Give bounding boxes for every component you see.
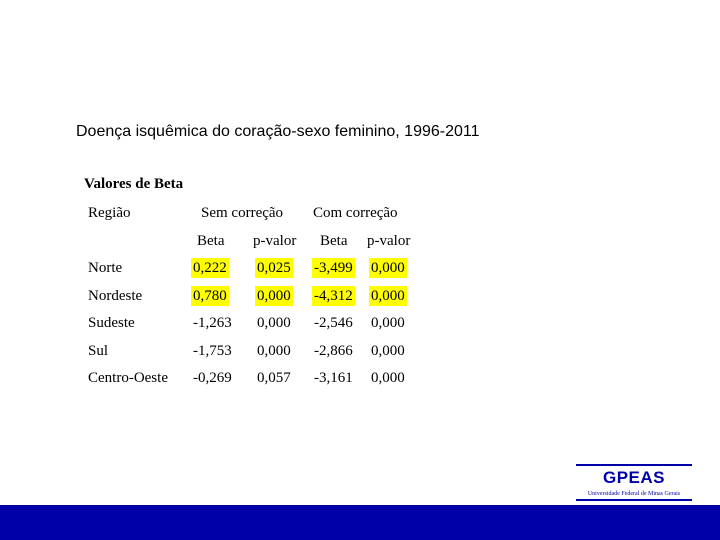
cell-beta-without: 0,222 [191,258,229,278]
logo-subtitle: Universidade Federal de Minas Gerais [587,491,681,497]
cell-pvalue-with: 0,000 [371,315,405,331]
cell-pvalue-without: 0,000 [257,343,291,359]
subheader-pvalue-without: p-valor [253,233,297,249]
cell-beta-without: 0,780 [191,286,229,306]
cell-region: Nordeste [88,288,143,304]
cell-region: Centro-Oeste [88,370,168,386]
cell-beta-without: -0,269 [193,370,232,386]
cell-beta-with: -3,499 [312,258,355,278]
cell-pvalue-with: 0,000 [371,343,405,359]
cell-region: Sudeste [88,315,135,331]
subheader-pvalue-with: p-valor [367,233,411,249]
logo-bottom-line [576,499,692,501]
cell-beta-without: -1,263 [193,315,232,331]
cell-pvalue-with: 0,000 [369,258,407,278]
header-region: Região [88,205,131,221]
gpeas-logo: GPEAS [602,468,666,487]
cell-beta-with: -2,546 [314,315,353,331]
cell-beta-with: -3,161 [314,370,353,386]
cell-pvalue-with: 0,000 [371,370,405,386]
cell-beta-with: -4,312 [312,286,355,306]
cell-beta-without: -1,753 [193,343,232,359]
footer-bar [0,505,720,540]
cell-pvalue-with: 0,000 [369,286,407,306]
header-without-correction: Sem correção [201,205,284,221]
subheader-beta-with: Beta [320,233,348,249]
cell-pvalue-without: 0,000 [257,315,291,331]
cell-beta-with: -2,866 [314,343,353,359]
cell-pvalue-without: 0,000 [255,286,293,306]
header-with-correction: Com correção [313,205,398,221]
cell-pvalue-without: 0,057 [257,370,291,386]
slide-title: Doença isquêmica do coração-sexo feminin… [76,123,480,140]
cell-region: Sul [88,343,109,359]
table-title: Valores de Beta [84,176,184,192]
cell-pvalue-without: 0,025 [255,258,293,278]
logo-top-line [576,464,692,466]
subheader-beta-without: Beta [197,233,225,249]
cell-region: Norte [88,260,123,276]
